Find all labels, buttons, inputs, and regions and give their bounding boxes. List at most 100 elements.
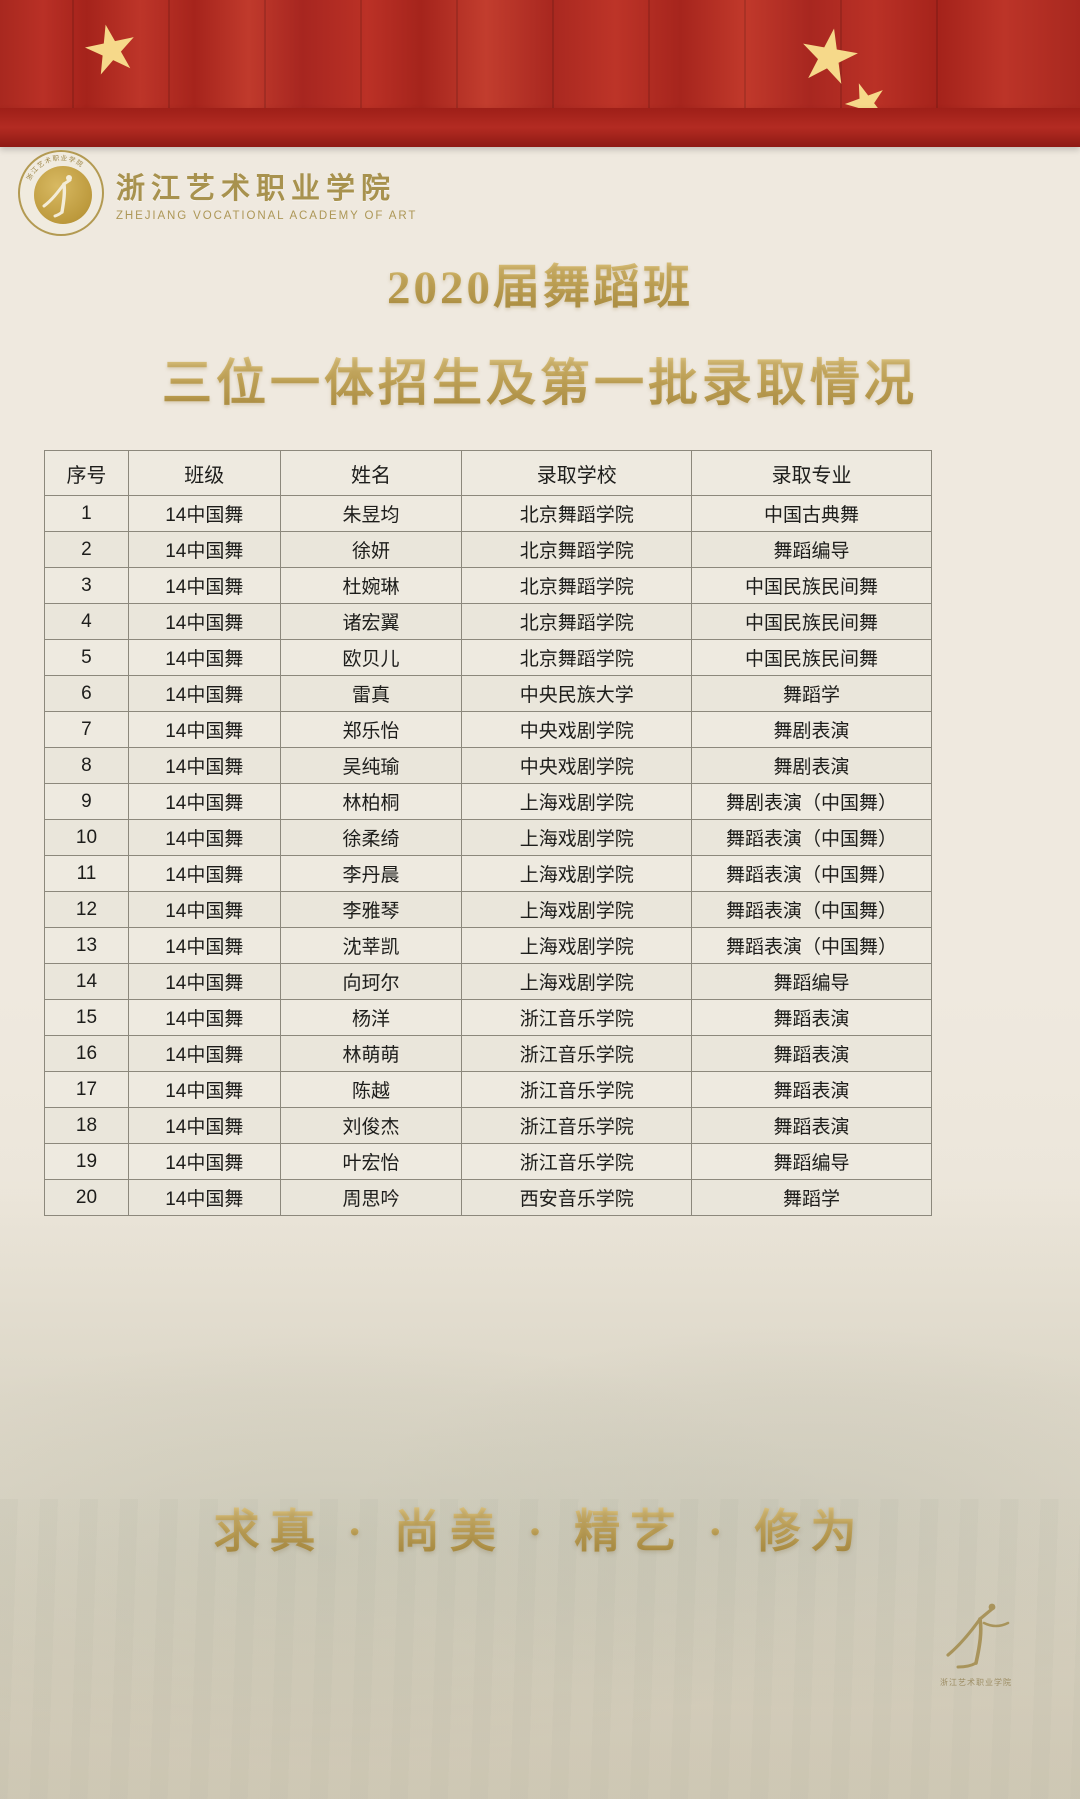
cell-school: 上海戏剧学院 [461,963,693,1000]
cell-school: 北京舞蹈学院 [461,567,693,604]
cell-name: 徐柔绮 [279,819,463,856]
background-photo [0,1180,1080,1799]
cell-name: 吴纯瑜 [279,747,463,784]
table-row: 18 14中国舞 刘俊杰 浙江音乐学院 舞蹈表演 [44,1107,932,1144]
cell-school: 上海戏剧学院 [461,819,693,856]
column-header-class: 班级 [127,450,281,496]
cell-major: 舞剧表演 [691,711,932,748]
cell-index: 7 [44,711,129,748]
cell-school: 浙江音乐学院 [461,1035,693,1072]
cell-class: 14中国舞 [127,531,281,568]
cell-major: 中国古典舞 [691,495,932,532]
cell-class: 14中国舞 [127,1143,281,1180]
star-icon [80,19,142,81]
cell-index: 16 [44,1035,129,1072]
cell-class: 14中国舞 [127,675,281,712]
column-header-major: 录取专业 [691,450,932,496]
column-header-school: 录取学校 [461,450,693,496]
cell-name: 杨洋 [279,999,463,1036]
table-row: 6 14中国舞 雷真 中央民族大学 舞蹈学 [44,675,932,712]
cell-major: 舞蹈编导 [691,531,932,568]
top-red-banner [0,0,1080,147]
cell-class: 14中国舞 [127,495,281,532]
table-row: 15 14中国舞 杨洋 浙江音乐学院 舞蹈表演 [44,999,932,1036]
cell-major: 舞蹈表演 [691,999,932,1036]
cell-major: 舞蹈学 [691,1179,932,1216]
cell-school: 北京舞蹈学院 [461,531,693,568]
admissions-table-wrap: 序号 班级 姓名 录取学校 录取专业 1 14中国舞 朱昱均 北京舞蹈学院 中国古典舞 2… [44,450,932,1216]
cell-index: 3 [44,567,129,604]
cell-class: 14中国舞 [127,855,281,892]
cell-index: 5 [44,639,129,676]
banner-bottom-edge [0,108,1080,147]
cell-index: 20 [44,1179,129,1216]
table-header-row: 序号 班级 姓名 录取学校 录取专业 [44,450,932,496]
cell-major: 舞蹈编导 [691,1143,932,1180]
cell-major: 舞剧表演 [691,747,932,784]
table-row: 19 14中国舞 叶宏怡 浙江音乐学院 舞蹈编导 [44,1143,932,1180]
cell-name: 林萌萌 [279,1035,463,1072]
cell-index: 10 [44,819,129,856]
cell-school: 浙江音乐学院 [461,999,693,1036]
cell-index: 6 [44,675,129,712]
cell-index: 11 [44,855,129,892]
table-row: 4 14中国舞 诸宏翼 北京舞蹈学院 中国民族民间舞 [44,603,932,640]
cell-class: 14中国舞 [127,1179,281,1216]
cell-school: 北京舞蹈学院 [461,495,693,532]
table-row: 7 14中国舞 郑乐怡 中央戏剧学院 舞剧表演 [44,711,932,748]
cell-class: 14中国舞 [127,999,281,1036]
cell-name: 陈越 [279,1071,463,1108]
cell-name: 朱昱均 [279,495,463,532]
cell-name: 李雅琴 [279,891,463,928]
cell-school: 浙江音乐学院 [461,1071,693,1108]
star-icon [795,23,862,90]
cell-school: 西安音乐学院 [461,1179,693,1216]
table-row: 20 14中国舞 周思吟 西安音乐学院 舞蹈学 [44,1179,932,1216]
cell-school: 浙江音乐学院 [461,1143,693,1180]
cell-index: 12 [44,891,129,928]
cell-school: 上海戏剧学院 [461,891,693,928]
table-row: 3 14中国舞 杜婉琳 北京舞蹈学院 中国民族民间舞 [44,567,932,604]
cell-major: 舞蹈编导 [691,963,932,1000]
cell-school: 中央民族大学 [461,675,693,712]
cell-name: 林柏桐 [279,783,463,820]
cell-class: 14中国舞 [127,747,281,784]
table-row: 16 14中国舞 林萌萌 浙江音乐学院 舞蹈表演 [44,1035,932,1072]
cell-index: 13 [44,927,129,964]
cell-name: 欧贝儿 [279,639,463,676]
table-row: 11 14中国舞 李丹晨 上海戏剧学院 舞蹈表演（中国舞） [44,855,932,892]
cell-name: 李丹晨 [279,855,463,892]
cell-major: 中国民族民间舞 [691,567,932,604]
cell-school: 上海戏剧学院 [461,855,693,892]
cell-class: 14中国舞 [127,639,281,676]
cell-index: 18 [44,1107,129,1144]
cell-school: 浙江音乐学院 [461,1107,693,1144]
cell-school: 北京舞蹈学院 [461,603,693,640]
cell-index: 9 [44,783,129,820]
table-row: 5 14中国舞 欧贝儿 北京舞蹈学院 中国民族民间舞 [44,639,932,676]
academy-mark-caption: 浙江艺术职业学院 [940,1678,1012,1687]
cell-school: 上海戏剧学院 [461,927,693,964]
cell-name: 诸宏翼 [279,603,463,640]
cell-major: 舞剧表演（中国舞） [691,783,932,820]
table-row: 14 14中国舞 向珂尔 上海戏剧学院 舞蹈编导 [44,963,932,1000]
cell-major: 舞蹈表演 [691,1071,932,1108]
cell-class: 14中国舞 [127,603,281,640]
cell-index: 1 [44,495,129,532]
cell-class: 14中国舞 [127,963,281,1000]
cell-school: 北京舞蹈学院 [461,639,693,676]
cell-school: 上海戏剧学院 [461,783,693,820]
cell-class: 14中国舞 [127,1107,281,1144]
heading-block: 2020届舞蹈班 三位一体招生及第一批录取情况 [0,248,1080,415]
cell-name: 徐妍 [279,531,463,568]
cell-school: 中央戏剧学院 [461,747,693,784]
cell-class: 14中国舞 [127,783,281,820]
slogan: 求真 · 尚美 · 精艺 · 修为 [0,1495,1080,1561]
school-name-cn: 浙江艺术职业学院 [116,172,397,205]
table-row: 2 14中国舞 徐妍 北京舞蹈学院 舞蹈编导 [44,531,932,568]
cell-name: 向珂尔 [279,963,463,1000]
table-row: 12 14中国舞 李雅琴 上海戏剧学院 舞蹈表演（中国舞） [44,891,932,928]
cell-class: 14中国舞 [127,1071,281,1108]
cell-index: 8 [44,747,129,784]
